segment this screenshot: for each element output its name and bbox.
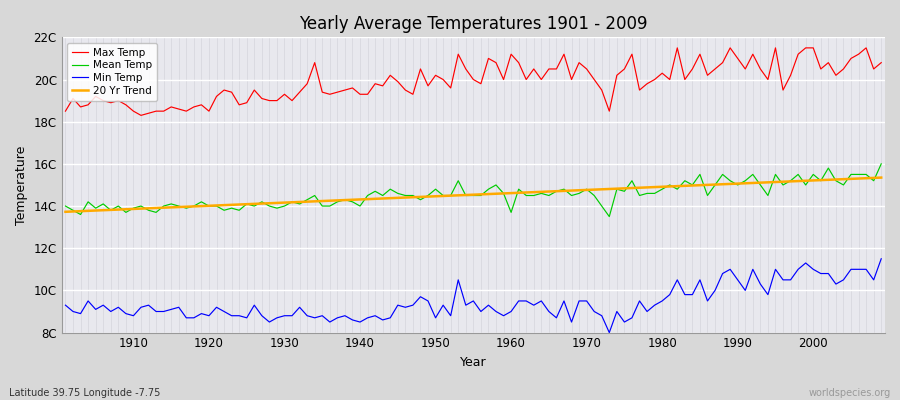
Max Temp <box>136 113 147 118</box>
Min Temp <box>506 309 517 314</box>
Min Temp <box>604 330 615 335</box>
Line: Max Temp: Max Temp <box>66 48 881 115</box>
Max Temp <box>876 60 886 65</box>
Max Temp <box>672 46 683 50</box>
20 Yr Trend <box>60 209 71 214</box>
Max Temp <box>294 90 305 94</box>
Min Temp <box>286 313 297 318</box>
Min Temp <box>332 316 343 320</box>
Mean Temp <box>121 210 131 215</box>
20 Yr Trend <box>597 187 608 192</box>
Text: worldspecies.org: worldspecies.org <box>809 388 891 398</box>
Mean Temp <box>332 200 343 204</box>
Min Temp <box>597 313 608 318</box>
Mean Temp <box>604 214 615 219</box>
20 Yr Trend <box>498 191 508 196</box>
Min Temp <box>121 311 131 316</box>
Title: Yearly Average Temperatures 1901 - 2009: Yearly Average Temperatures 1901 - 2009 <box>299 15 648 33</box>
Max Temp <box>121 102 131 107</box>
Mean Temp <box>876 162 886 166</box>
Line: Mean Temp: Mean Temp <box>66 164 881 216</box>
Max Temp <box>604 109 615 114</box>
Mean Temp <box>597 204 608 208</box>
Mean Temp <box>498 191 508 196</box>
X-axis label: Year: Year <box>460 356 487 369</box>
Max Temp <box>60 109 71 114</box>
Text: Latitude 39.75 Longitude -7.75: Latitude 39.75 Longitude -7.75 <box>9 388 160 398</box>
Max Temp <box>506 52 517 57</box>
Min Temp <box>60 303 71 308</box>
20 Yr Trend <box>876 175 886 180</box>
Mean Temp <box>60 204 71 208</box>
20 Yr Trend <box>332 198 343 203</box>
Line: 20 Yr Trend: 20 Yr Trend <box>66 178 881 212</box>
20 Yr Trend <box>286 200 297 205</box>
Min Temp <box>498 313 508 318</box>
Max Temp <box>339 88 350 92</box>
Mean Temp <box>286 200 297 204</box>
20 Yr Trend <box>506 191 517 196</box>
Mean Temp <box>506 210 517 215</box>
Min Temp <box>876 256 886 261</box>
Max Temp <box>513 60 524 65</box>
Y-axis label: Temperature: Temperature <box>15 145 28 225</box>
20 Yr Trend <box>121 207 131 212</box>
Line: Min Temp: Min Temp <box>66 259 881 332</box>
Legend: Max Temp, Mean Temp, Min Temp, 20 Yr Trend: Max Temp, Mean Temp, Min Temp, 20 Yr Tre… <box>67 42 158 101</box>
